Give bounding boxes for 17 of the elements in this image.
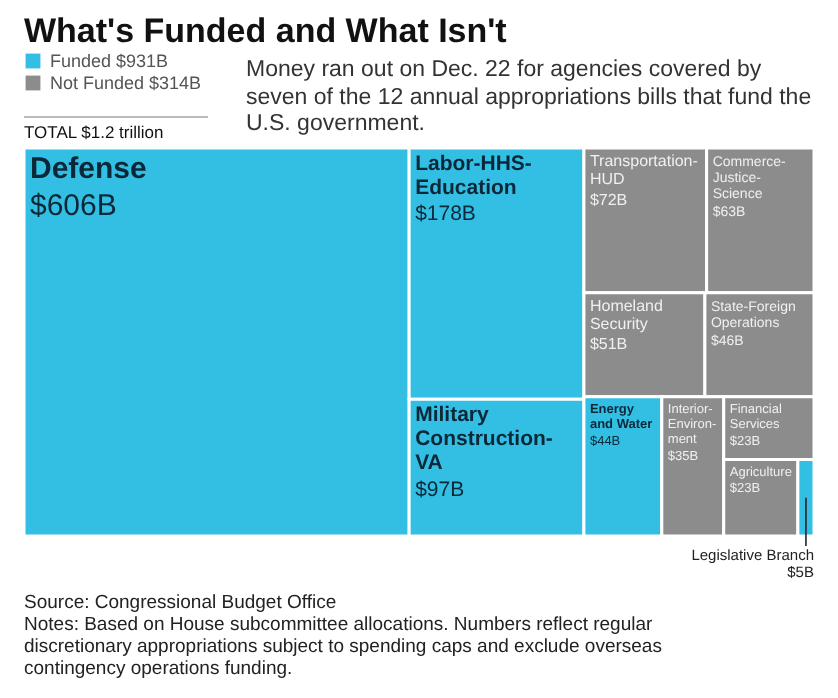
legend-label: Not Funded $314B (50, 73, 202, 93)
text: TOTAL $1.2 trillion (24, 116, 208, 142)
category-label: Homeland Security (589, 296, 663, 334)
category-label: Labor-HHS-Education (415, 152, 533, 201)
legend-label: Funded $931B (50, 51, 169, 71)
source-note: Source: Congressional Budget Office (24, 592, 339, 614)
text: What's Funded and What Isn't (24, 12, 507, 52)
text: Money ran out on Dec. 22 for agencies covered by seven of the 12 annual appropriations bills that fund the U.S. government. (246, 58, 814, 139)
data-label: $606B (30, 188, 117, 223)
data-label: $97B (415, 477, 465, 502)
text: Notes: Based on House subcommittee allocations. Numbers reflect regular discretionary appropriations subject to spending caps and exclude overseas contingency operations funding. (24, 614, 664, 680)
data-label: $178B (415, 202, 476, 227)
data-label: $51B (589, 335, 628, 354)
category-label: Military Construction-VA (415, 403, 554, 476)
data-label: $72B (589, 190, 628, 209)
category-label: Defense (30, 152, 147, 186)
category-label: Transportation-HUD (589, 152, 699, 189)
